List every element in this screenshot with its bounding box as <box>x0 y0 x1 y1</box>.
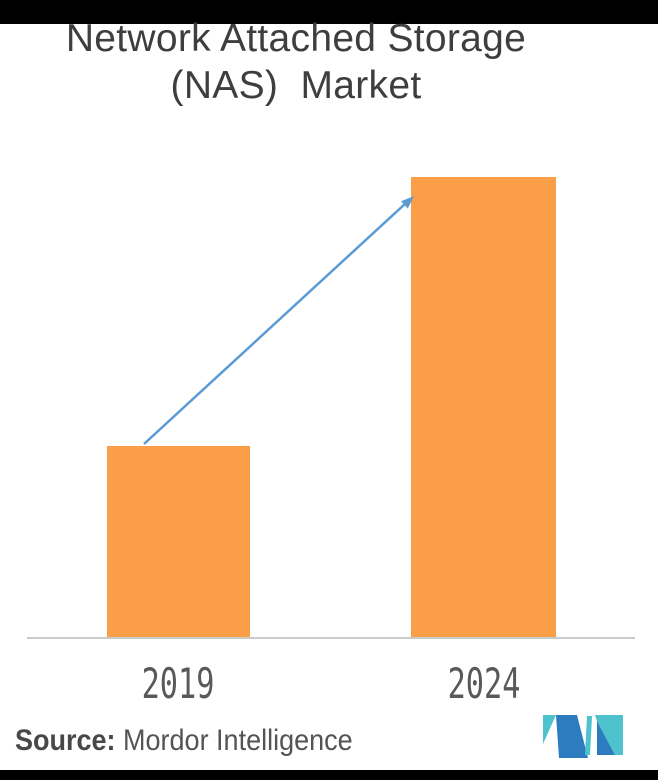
source-text: Mordor Intelligence <box>115 724 353 757</box>
source-label: Source: <box>15 724 116 757</box>
x-label-2019: 2019 <box>141 659 215 708</box>
bar-2024 <box>411 177 556 638</box>
x-axis-line <box>27 637 635 639</box>
source-note: Source: Mordor Intelligence <box>15 724 353 758</box>
mordor-intelligence-logo-icon <box>543 715 623 758</box>
chart-title-line2: (NAS) Market <box>170 64 422 107</box>
x-label-2024: 2024 <box>447 659 521 708</box>
bar-2019 <box>107 446 250 638</box>
top-black-bar <box>0 0 658 24</box>
chart-title: Network Attached Storage (NAS) Market <box>0 15 592 109</box>
chart-title-line1: Network Attached Storage <box>65 17 527 60</box>
bottom-black-bar <box>0 770 658 780</box>
